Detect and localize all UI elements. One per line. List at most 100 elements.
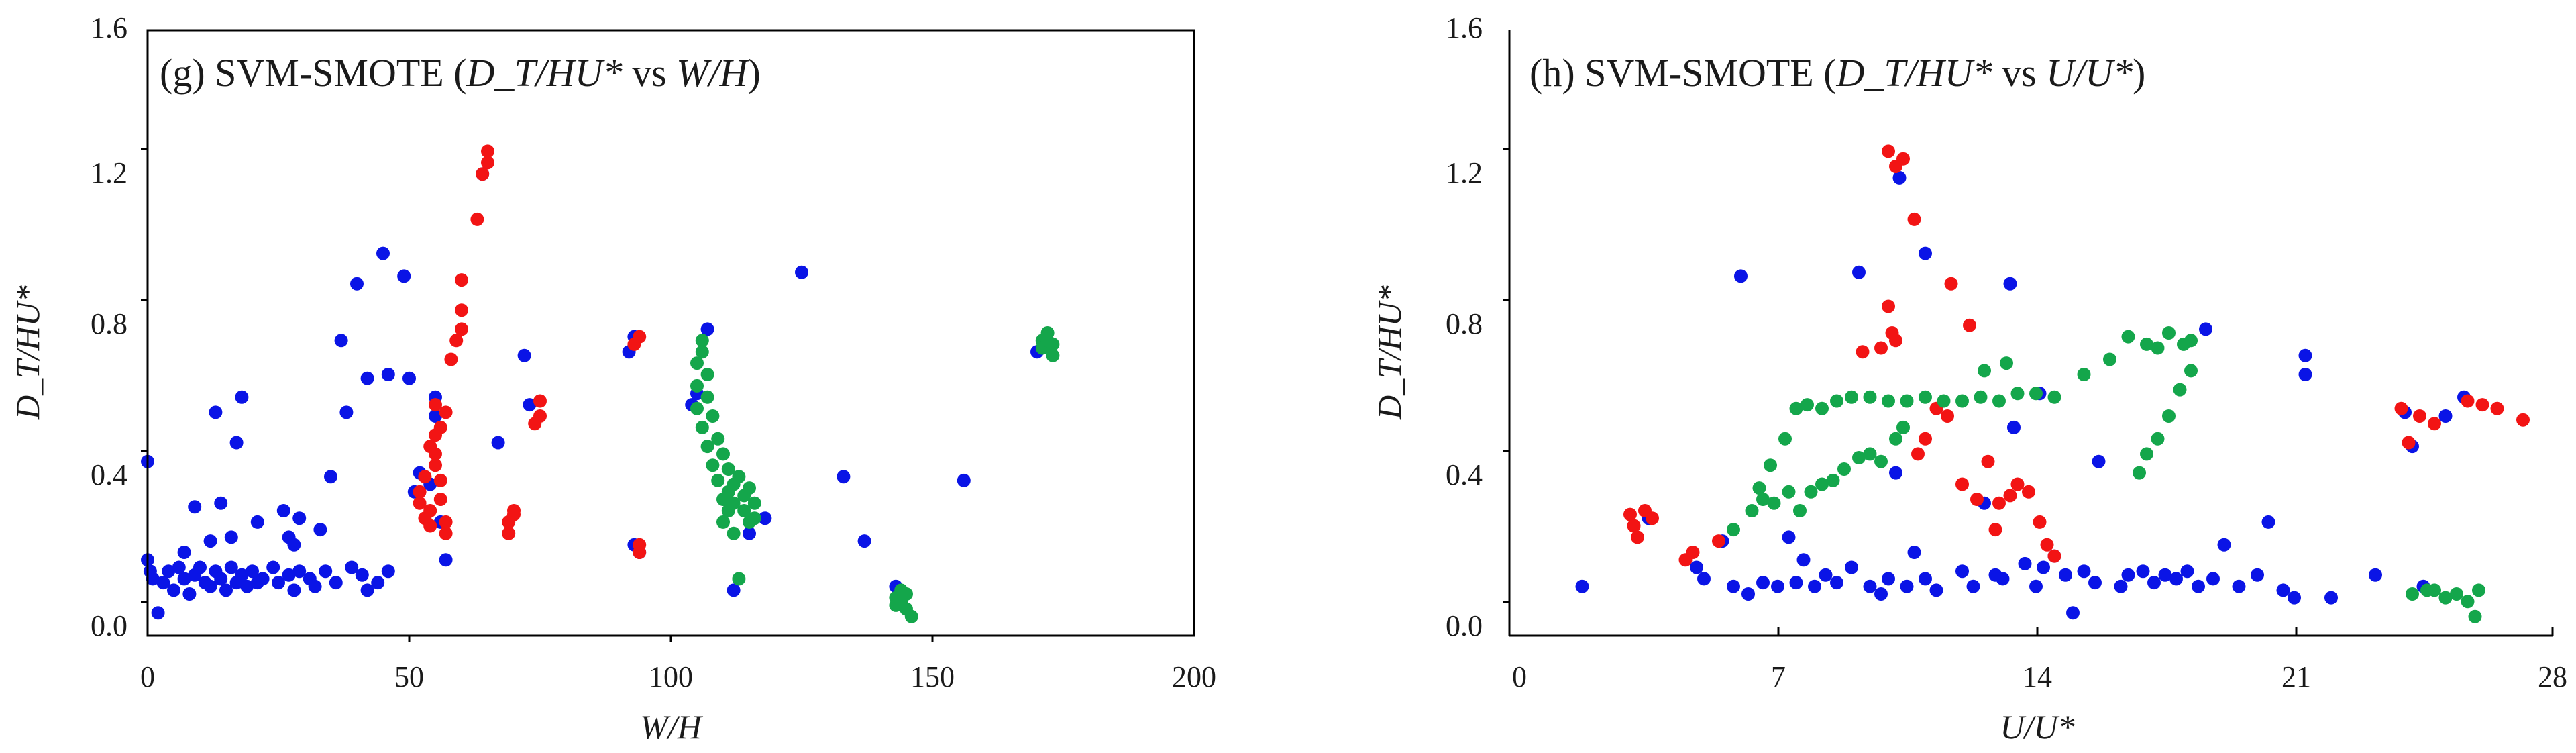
data-point-red — [1631, 530, 1644, 544]
data-point-blue — [292, 511, 307, 525]
data-point-red — [449, 334, 464, 348]
data-point-green — [1727, 523, 1740, 537]
panel-g-ylabel: D_T/HU* — [9, 285, 46, 420]
data-point-blue — [743, 526, 756, 540]
data-point-blue — [727, 583, 741, 597]
data-point-red — [533, 394, 547, 408]
data-point-red — [433, 420, 447, 434]
data-point-blue — [381, 368, 395, 381]
data-point-green — [2406, 587, 2419, 601]
data-point-green — [690, 401, 704, 415]
data-point-red — [1712, 534, 1725, 548]
data-point-blue — [2114, 579, 2128, 593]
data-point-blue — [329, 576, 343, 590]
data-point-blue — [266, 560, 280, 574]
data-point-green — [1900, 394, 1914, 408]
data-point-green — [1793, 504, 1807, 517]
data-point-red — [444, 352, 458, 366]
data-point-red — [1944, 277, 1958, 291]
data-point-blue — [2003, 277, 2017, 291]
data-point-green — [2103, 352, 2116, 366]
data-point-green — [1837, 462, 1851, 476]
data-point-blue — [1874, 587, 1888, 601]
data-point-red — [2040, 538, 2054, 552]
panel-h-xtick-label: 14 — [2023, 660, 2052, 693]
data-point-green — [2184, 334, 2198, 348]
data-point-green — [1745, 504, 1759, 517]
data-point-blue — [1907, 546, 1921, 559]
data-point-blue — [1852, 265, 1866, 279]
panel-h-title-x: U/U* — [2046, 51, 2133, 95]
data-point-blue — [287, 538, 301, 552]
data-point-blue — [229, 436, 244, 450]
panel-g-ytick-label: 0.8 — [91, 307, 127, 340]
data-point-green — [700, 368, 714, 381]
panel-h-xtick-label: 21 — [2282, 660, 2311, 693]
data-point-red — [476, 167, 490, 181]
data-point-blue — [2059, 568, 2072, 582]
data-point-green — [2140, 337, 2153, 351]
data-point-red — [1981, 454, 1995, 468]
data-point-green — [2029, 387, 2043, 401]
data-point-green — [727, 496, 741, 510]
data-point-blue — [339, 405, 354, 419]
data-point-red — [1686, 546, 1700, 559]
data-point-blue — [177, 572, 191, 586]
data-point-green — [706, 458, 720, 472]
data-point-red — [1646, 511, 1659, 525]
data-point-red — [1907, 212, 1921, 226]
panel-h-xticks: 0 7 14 21 28 — [1512, 628, 2567, 693]
data-point-green — [2438, 591, 2453, 605]
data-point-green — [1882, 394, 1895, 408]
data-point-green — [1782, 485, 1796, 499]
data-point-red — [1882, 299, 1895, 313]
data-point-blue — [2369, 568, 2382, 582]
data-point-red — [1955, 477, 1969, 491]
data-point-blue — [2261, 515, 2275, 529]
data-point-red — [2394, 401, 2408, 415]
data-point-green — [700, 390, 714, 404]
data-point-blue — [246, 564, 259, 579]
panel-g-plot-area — [141, 144, 1060, 623]
data-point-blue — [2251, 568, 2264, 582]
data-point-blue — [429, 409, 442, 423]
data-point-red — [1882, 144, 1895, 158]
data-point-green — [1046, 348, 1060, 362]
data-point-green — [1778, 432, 1792, 446]
data-point-green — [1815, 477, 1829, 491]
data-point-red — [481, 156, 494, 170]
data-point-blue — [203, 534, 217, 548]
data-point-green — [1830, 394, 1843, 408]
data-point-blue — [2158, 568, 2172, 582]
data-point-green — [2472, 583, 2485, 597]
data-point-blue — [1819, 568, 1833, 582]
data-point-green — [1752, 481, 1766, 495]
data-point-blue — [188, 500, 202, 514]
data-point-green — [732, 470, 746, 484]
data-point-blue — [324, 470, 337, 484]
data-point-blue — [2180, 564, 2194, 579]
data-point-red — [1919, 432, 1932, 446]
data-point-red — [633, 330, 647, 344]
data-point-red — [418, 470, 432, 484]
data-point-green — [1919, 390, 1932, 404]
data-point-blue — [491, 436, 505, 450]
data-point-green — [1845, 390, 1858, 404]
data-point-green — [1874, 454, 1888, 468]
data-point-blue — [2018, 556, 2032, 570]
panel-h-title-vs: vs — [1992, 51, 2047, 95]
panel-h-xtick-label: 7 — [1771, 660, 1786, 693]
data-point-green — [1801, 398, 1814, 412]
data-point-red — [1941, 409, 1954, 423]
data-point-green — [2133, 466, 2146, 480]
data-point-green — [732, 572, 746, 586]
data-point-blue — [282, 568, 296, 582]
data-point-blue — [292, 564, 307, 579]
data-point-green — [2151, 341, 2165, 355]
panel-g-xtick-label: 0 — [140, 660, 155, 693]
data-point-blue — [2276, 583, 2290, 597]
data-point-red — [1874, 341, 1888, 355]
data-point-blue — [235, 390, 249, 404]
data-point-blue — [156, 576, 170, 590]
data-point-blue — [287, 583, 301, 597]
